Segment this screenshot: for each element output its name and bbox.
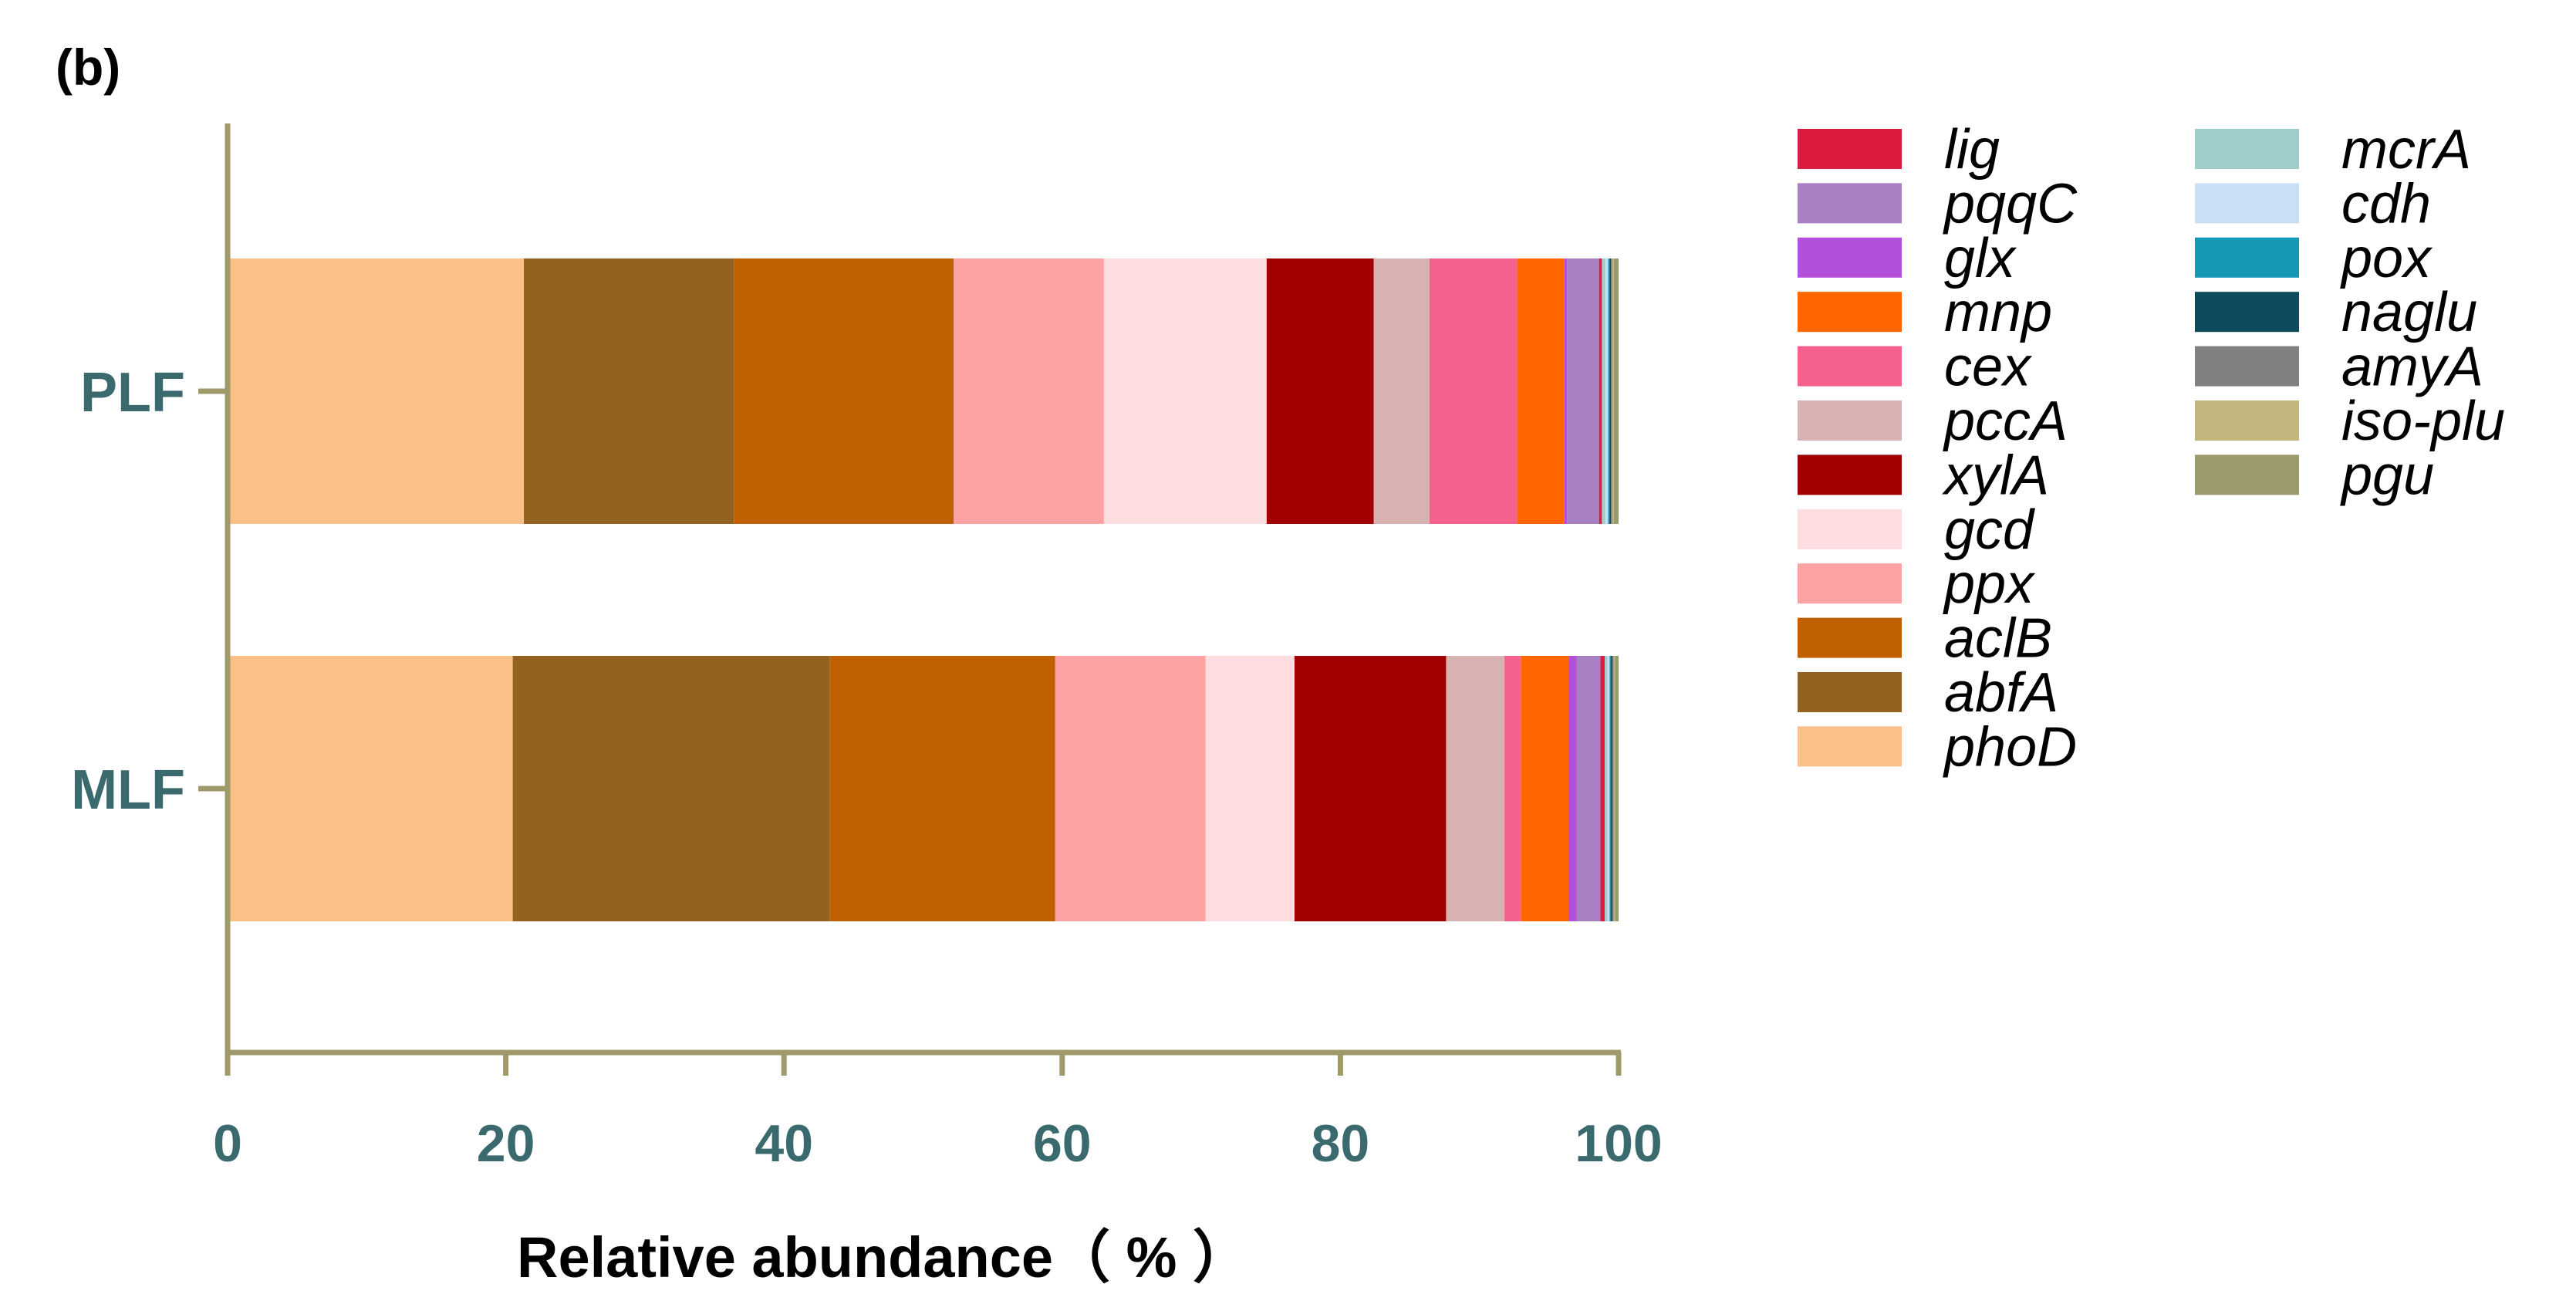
legend-swatch-glx bbox=[1798, 237, 1902, 278]
bar-PLF-xylA bbox=[1266, 258, 1374, 524]
legend-label-pox: pox bbox=[2340, 228, 2433, 289]
bar-PLF-pgu bbox=[1613, 258, 1619, 524]
legend-swatch-pgu bbox=[2195, 454, 2299, 495]
bar-PLF-ppx bbox=[954, 258, 1104, 524]
legend: ligpqqCglxmnpcexpccAxylAgcdppxaclBabfAph… bbox=[1798, 119, 2505, 778]
legend-label-xylA: xylA bbox=[1942, 444, 2049, 506]
legend-swatch-pccA bbox=[1798, 400, 1902, 441]
bar-MLF-pox bbox=[1609, 656, 1612, 921]
legend-swatch-pqqC bbox=[1798, 183, 1902, 224]
legend-swatch-cex bbox=[1798, 346, 1902, 387]
legend-swatch-phoD bbox=[1798, 726, 1902, 767]
bar-PLF-mcrA bbox=[1602, 258, 1605, 524]
bar-PLF-pqqC bbox=[1567, 258, 1599, 524]
bar-MLF-cex bbox=[1504, 656, 1521, 921]
bar-MLF-pqqC bbox=[1576, 656, 1601, 921]
bar-MLF-ppx bbox=[1055, 656, 1206, 921]
bar-PLF-cex bbox=[1429, 258, 1518, 524]
legend-swatch-pox bbox=[2195, 237, 2299, 278]
bar-PLF-phoD bbox=[228, 258, 525, 524]
category-labels-group: PLF MLF bbox=[71, 362, 228, 821]
legend-label-gcd: gcd bbox=[1944, 499, 2035, 561]
bar-PLF-amyA bbox=[1611, 258, 1612, 524]
bar-PLF-mnp bbox=[1517, 258, 1565, 524]
bar-PLF-pox bbox=[1608, 258, 1610, 524]
legend-swatch-mcrA bbox=[2195, 129, 2299, 169]
legend-label-cdh: cdh bbox=[2341, 173, 2431, 235]
legend-swatch-gcd bbox=[1798, 509, 1902, 549]
bar-PLF-glx bbox=[1564, 258, 1568, 524]
x-tick-label-80: 80 bbox=[1312, 1114, 1370, 1173]
legend-label-mnp: mnp bbox=[1944, 282, 2052, 343]
bar-PLF-cdh bbox=[1605, 258, 1609, 524]
x-ticks-group: 0 20 40 60 80 100 bbox=[213, 1053, 1663, 1173]
bar-MLF-abfA bbox=[512, 656, 830, 921]
legend-label-ppx: ppx bbox=[1943, 553, 2036, 615]
legend-swatch-aclB bbox=[1798, 617, 1902, 658]
legend-label-amyA: amyA bbox=[2341, 336, 2483, 398]
legend-label-phoD: phoD bbox=[1943, 716, 2077, 778]
bar-MLF-naglu bbox=[1611, 656, 1612, 921]
bar-MLF-aclB bbox=[829, 656, 1055, 921]
bar-PLF-lig bbox=[1599, 258, 1602, 524]
bar-PLF-abfA bbox=[524, 258, 734, 524]
legend-swatch-abfA bbox=[1798, 672, 1902, 712]
legend-label-cex: cex bbox=[1944, 336, 2033, 398]
legend-swatch-naglu bbox=[2195, 292, 2299, 333]
bar-PLF-naglu bbox=[1609, 258, 1612, 524]
legend-label-aclB: aclB bbox=[1944, 608, 2052, 670]
legend-swatch-amyA bbox=[2195, 346, 2299, 387]
category-label-MLF: MLF bbox=[71, 759, 185, 821]
bar-MLF-phoD bbox=[228, 656, 513, 921]
legend-label-abfA: abfA bbox=[1944, 662, 2058, 724]
legend-swatch-lig bbox=[1798, 129, 1902, 169]
legend-label-pqqC: pqqC bbox=[1943, 173, 2078, 235]
x-axis-title: Relative abundance（ % ） bbox=[517, 1225, 1250, 1289]
bar-MLF-gcd bbox=[1205, 656, 1295, 921]
legend-label-glx: glx bbox=[1944, 228, 2017, 289]
bar-MLF-glx bbox=[1568, 656, 1577, 921]
bar-MLF-amyA bbox=[1612, 656, 1614, 921]
axes-group bbox=[225, 123, 1621, 1056]
legend-swatch-cdh bbox=[2195, 183, 2299, 224]
bars-group bbox=[228, 258, 1619, 921]
legend-swatch-mnp bbox=[1798, 292, 1902, 333]
bar-MLF-cdh bbox=[1607, 656, 1610, 921]
panel-label: (b) bbox=[56, 39, 120, 96]
bar-MLF-mnp bbox=[1521, 656, 1569, 921]
legend-swatch-xylA bbox=[1798, 454, 1902, 495]
legend-label-lig: lig bbox=[1944, 119, 2000, 181]
bar-MLF-mcrA bbox=[1604, 656, 1608, 921]
bar-PLF-aclB bbox=[734, 258, 954, 524]
bar-MLF-iso-plu bbox=[1613, 656, 1615, 921]
legend-label-pgu: pgu bbox=[2340, 444, 2434, 506]
legend-swatch-iso-plu bbox=[2195, 400, 2299, 441]
x-tick-label-40: 40 bbox=[755, 1114, 813, 1173]
legend-label-iso-plu: iso-plu bbox=[2341, 390, 2505, 452]
x-tick-label-0: 0 bbox=[213, 1114, 242, 1173]
bar-PLF-iso-plu bbox=[1612, 258, 1614, 524]
bar-MLF-lig bbox=[1600, 656, 1605, 921]
x-tick-label-100: 100 bbox=[1575, 1114, 1662, 1173]
bar-MLF-pccA bbox=[1446, 656, 1505, 921]
x-tick-label-20: 20 bbox=[477, 1114, 535, 1173]
legend-label-mcrA: mcrA bbox=[2341, 119, 2471, 181]
bar-PLF-gcd bbox=[1103, 258, 1267, 524]
category-label-PLF: PLF bbox=[80, 362, 185, 424]
x-tick-label-60: 60 bbox=[1033, 1114, 1092, 1173]
legend-label-naglu: naglu bbox=[2341, 282, 2477, 343]
bar-PLF-pccA bbox=[1373, 258, 1430, 524]
bar-MLF-xylA bbox=[1294, 656, 1447, 921]
legend-swatch-ppx bbox=[1798, 563, 1902, 604]
legend-label-pccA: pccA bbox=[1943, 390, 2068, 452]
bar-MLF-pgu bbox=[1615, 656, 1619, 921]
